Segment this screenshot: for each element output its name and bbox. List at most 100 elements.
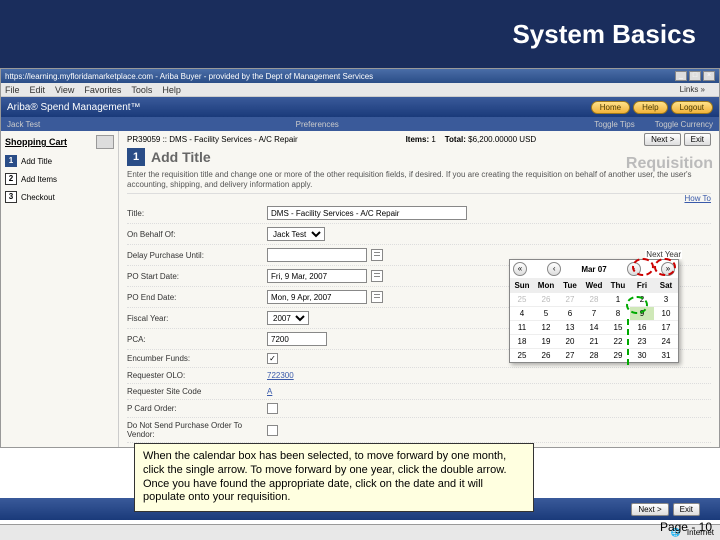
- menu-help[interactable]: Help: [162, 85, 181, 95]
- calendar-icon[interactable]: [371, 270, 383, 282]
- calendar-day[interactable]: 30: [630, 348, 654, 362]
- exit-button[interactable]: Exit: [684, 133, 711, 146]
- sidebar: Shopping Cart 1Add Title 2 Add Items 3 Check…: [1, 131, 119, 447]
- requisition-badge: Requisition: [626, 155, 713, 173]
- calendar-day[interactable]: 5: [534, 306, 558, 320]
- prev-month-button[interactable]: ‹: [547, 262, 561, 276]
- preferences-link[interactable]: Preferences: [40, 120, 594, 129]
- postart-input[interactable]: [267, 269, 367, 283]
- calendar-day[interactable]: 19: [534, 334, 558, 348]
- next-button[interactable]: Next >: [644, 133, 681, 146]
- calendar-day[interactable]: 17: [654, 320, 678, 334]
- menu-view[interactable]: View: [55, 85, 74, 95]
- section-instructions: Enter the requisition title and change o…: [127, 166, 711, 194]
- nav-label: Add Items: [21, 175, 57, 184]
- site-label: Requester Site Code: [127, 387, 267, 396]
- exit-button-bottom[interactable]: Exit: [673, 503, 700, 516]
- requisition-id: PR39059 :: DMS - Facility Services - A/C…: [127, 135, 298, 144]
- home-button[interactable]: Home: [591, 101, 630, 114]
- toggle-tips[interactable]: Toggle Tips: [594, 120, 634, 129]
- site-link[interactable]: A: [267, 387, 272, 396]
- calendar-day[interactable]: 4: [510, 306, 534, 320]
- sidebar-item-add-items[interactable]: 2 Add Items: [5, 173, 114, 185]
- close-icon[interactable]: ×: [703, 71, 715, 81]
- calendar-day[interactable]: 3: [654, 292, 678, 306]
- title-label: Title:: [127, 209, 267, 218]
- calendar-day[interactable]: 31: [654, 348, 678, 362]
- next-button-bottom[interactable]: Next >: [631, 503, 668, 516]
- maximize-icon[interactable]: □: [689, 71, 701, 81]
- browser-status-bar: 🌐 Internet: [0, 524, 720, 540]
- calendar-day[interactable]: 2: [630, 292, 654, 306]
- nav-number: 2: [5, 173, 17, 185]
- calendar-day[interactable]: 28: [582, 292, 606, 306]
- sidebar-item-add-title[interactable]: 1Add Title: [5, 155, 114, 167]
- calendar-day[interactable]: 12: [534, 320, 558, 334]
- calendar-day[interactable]: 26: [534, 292, 558, 306]
- poend-input[interactable]: [267, 290, 367, 304]
- how-to-link[interactable]: How To: [127, 194, 711, 203]
- calendar-day[interactable]: 25: [510, 292, 534, 306]
- calendar-day[interactable]: 24: [654, 334, 678, 348]
- menu-favorites[interactable]: Favorites: [84, 85, 121, 95]
- sidebar-item-checkout[interactable]: 3 Checkout: [5, 191, 114, 203]
- olo-link[interactable]: 722300: [267, 371, 294, 380]
- calendar-dow: Tue: [558, 278, 582, 292]
- onbehalf-select[interactable]: Jack Test: [267, 227, 325, 241]
- calendar-day[interactable]: 11: [510, 320, 534, 334]
- next-month-button[interactable]: ›: [627, 262, 641, 276]
- fiscal-select[interactable]: 2007: [267, 311, 309, 325]
- fiscal-label: Fiscal Year:: [127, 314, 267, 323]
- calendar-icon[interactable]: [371, 291, 383, 303]
- pca-label: PCA:: [127, 335, 267, 344]
- calendar-day[interactable]: 25: [510, 348, 534, 362]
- calendar-day[interactable]: 9: [630, 306, 654, 320]
- calendar-day[interactable]: 6: [558, 306, 582, 320]
- calendar-day[interactable]: 1: [606, 292, 630, 306]
- cart-icon[interactable]: [96, 135, 114, 149]
- calendar-day[interactable]: 10: [654, 306, 678, 320]
- links-label[interactable]: Links »: [680, 85, 705, 94]
- prev-year-button[interactable]: «: [513, 262, 527, 276]
- calendar-day[interactable]: 14: [582, 320, 606, 334]
- calendar-dow: Wed: [582, 278, 606, 292]
- calendar-day[interactable]: 27: [558, 292, 582, 306]
- callout-arrow: [627, 319, 629, 365]
- logout-button[interactable]: Logout: [671, 101, 713, 114]
- calendar-day[interactable]: 8: [606, 306, 630, 320]
- pca-input[interactable]: [267, 332, 327, 346]
- pcard-checkbox[interactable]: [267, 403, 278, 414]
- delay-input[interactable]: [267, 248, 367, 262]
- calendar-day[interactable]: 18: [510, 334, 534, 348]
- nav-number: 3: [5, 191, 17, 203]
- toggle-currency[interactable]: Toggle Currency: [655, 120, 713, 129]
- menu-edit[interactable]: Edit: [30, 85, 46, 95]
- slide-title: System Basics: [512, 19, 696, 50]
- calendar-day[interactable]: 21: [582, 334, 606, 348]
- postart-label: PO Start Date:: [127, 272, 267, 281]
- calendar-day[interactable]: 13: [558, 320, 582, 334]
- enc-label: Encumber Funds:: [127, 354, 267, 363]
- calendar-day[interactable]: 7: [582, 306, 606, 320]
- minimize-icon[interactable]: _: [675, 71, 687, 81]
- section-title: Add Title: [151, 149, 211, 165]
- calendar-day[interactable]: 16: [630, 320, 654, 334]
- help-button[interactable]: Help: [633, 101, 667, 114]
- dns-checkbox[interactable]: [267, 425, 278, 436]
- calendar-day[interactable]: 23: [630, 334, 654, 348]
- browser-title-text: https://learning.myfloridamarketplace.co…: [5, 72, 373, 81]
- enc-checkbox[interactable]: ✓: [267, 353, 278, 364]
- calendar-day[interactable]: 28: [582, 348, 606, 362]
- shopping-cart-heading[interactable]: Shopping Cart: [5, 137, 67, 147]
- calendar-day[interactable]: 26: [534, 348, 558, 362]
- calendar-icon[interactable]: [371, 249, 383, 261]
- menu-file[interactable]: File: [5, 85, 20, 95]
- app-header: Ariba® Spend Management™ Home Help Logou…: [1, 97, 719, 117]
- slide-title-bar: System Basics: [0, 0, 720, 68]
- calendar-day[interactable]: 20: [558, 334, 582, 348]
- calendar-day[interactable]: 27: [558, 348, 582, 362]
- nav-label: Checkout: [21, 193, 55, 202]
- next-year-button[interactable]: »: [661, 262, 675, 276]
- title-input[interactable]: [267, 206, 467, 220]
- menu-tools[interactable]: Tools: [131, 85, 152, 95]
